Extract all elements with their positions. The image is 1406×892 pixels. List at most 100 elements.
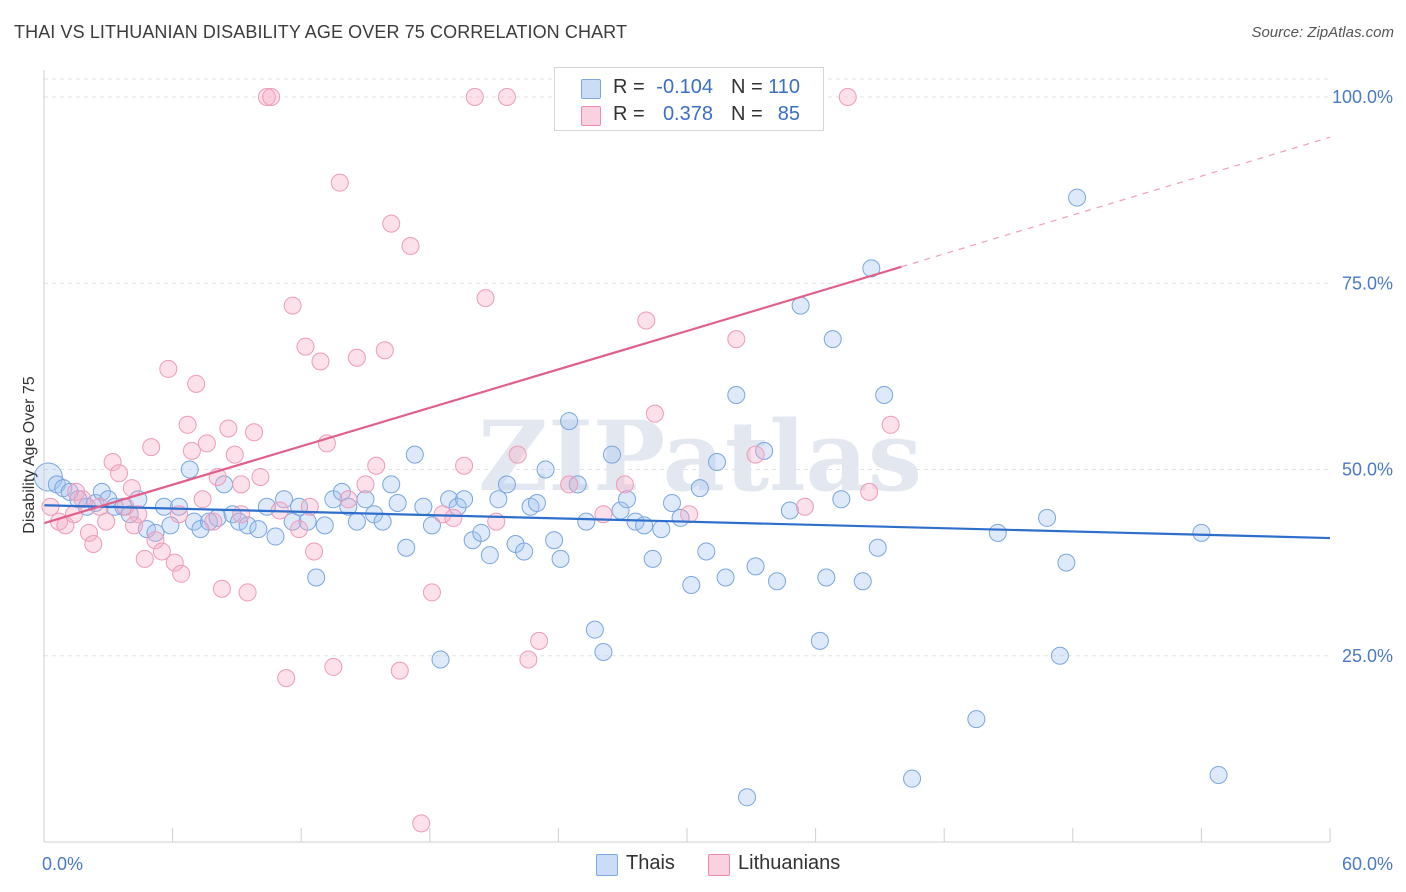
legend-r-value: 0.378 [662,103,713,125]
point-lithuanians [530,631,549,650]
point-thais [652,520,671,539]
point-lithuanians [73,490,92,509]
point-thais [536,460,555,479]
legend-swatch-thais [581,79,601,99]
point-thais [185,512,204,531]
point-thais [249,520,268,539]
legend-r-label: R = [613,76,645,98]
point-thais [810,631,829,650]
chart-title: THAI VS LITHUANIAN DISABILITY AGE OVER 7… [14,22,628,42]
point-thais [489,490,508,509]
point-thais [875,386,894,404]
point-lithuanians [103,453,122,472]
point-lithuanians [324,657,343,676]
point-thais [373,512,392,531]
point-thais [307,568,326,587]
point-thais [180,460,199,479]
point-lithuanians [204,512,223,531]
point-lithuanians [519,650,538,669]
point-thais [332,482,351,501]
point-thais [527,494,546,513]
point-thais [577,512,596,531]
point-thais [1057,553,1076,572]
x-tick-label: 60.0% [1342,854,1393,874]
point-lithuanians [197,434,216,453]
point-lithuanians [296,337,315,356]
point-thais [275,490,294,509]
point-lithuanians [455,456,474,475]
point-thais [170,497,189,516]
point-lithuanians [212,579,231,598]
point-lithuanians [219,419,238,438]
point-lithuanians [135,549,154,568]
point-thais [697,542,716,561]
point-lithuanians [339,490,358,509]
point-lithuanians [152,542,171,561]
point-thais [727,386,746,404]
y-tick-label: 50.0% [1342,460,1393,480]
point-lithuanians [508,445,527,464]
point-lithuanians [290,520,309,539]
point-lithuanians [465,88,484,106]
point-thais [988,523,1007,542]
point-lithuanians [41,497,60,516]
point-lithuanians [347,348,366,367]
point-thais [422,516,441,535]
point-thais [617,490,636,509]
legend-r-value: -0.104 [656,76,713,98]
point-thais [1038,508,1057,527]
point-lithuanians [193,490,212,509]
point-lithuanians [159,359,178,378]
point-lithuanians [257,88,276,106]
y-tick-label: 25.0% [1342,646,1393,666]
point-lithuanians [187,374,206,393]
trend-line-thais [43,504,1331,540]
point-thais [560,412,579,431]
point-lithuanians [727,330,746,349]
point-thais [768,572,787,591]
legend-n-label: N = [731,76,763,98]
point-lithuanians [860,482,879,501]
point-lithuanians [881,415,900,434]
legend-row-lithuanians: R = 0.378 N = 85 [555,101,823,129]
point-thais [1192,523,1211,542]
x-tick-labels: 0.0% 60.0% [42,854,1393,874]
point-thais [545,531,564,550]
point-thais [155,497,174,516]
point-thais [755,441,774,460]
bottom-legend-swatch-thais [596,854,618,876]
point-thais [315,516,334,535]
point-thais [738,788,757,807]
point-lithuanians [375,341,394,360]
point-lithuanians [356,475,375,494]
point-thais [388,494,407,513]
point-thais [868,538,887,557]
point-thais [1050,646,1069,665]
point-thais [594,643,613,662]
point-thais [33,462,63,492]
point-lithuanians [680,505,699,524]
point-thais [382,475,401,494]
point-thais [817,568,836,587]
point-lithuanians [305,542,324,561]
point-lithuanians [637,311,656,330]
point-lithuanians [225,445,244,464]
correlation-legend: R = -0.104 N = 110 R = 0.378 N = 85 [554,67,824,131]
point-thais [746,557,765,576]
point-lithuanians [232,475,251,494]
point-thais [238,516,257,535]
point-lithuanians [390,661,409,680]
point-lithuanians [412,814,431,833]
point-lithuanians [277,669,296,688]
point-thais [551,549,570,568]
point-thais [903,769,922,788]
trend-lines [43,136,1331,540]
y-tick-labels: 100.0% 75.0% 50.0% 25.0% [1332,87,1393,666]
point-thais [455,490,474,509]
point-lithuanians [560,475,579,494]
point-thais [266,527,285,546]
point-lithuanians [165,553,184,572]
point-thais [832,490,851,509]
point-lithuanians [67,482,86,501]
